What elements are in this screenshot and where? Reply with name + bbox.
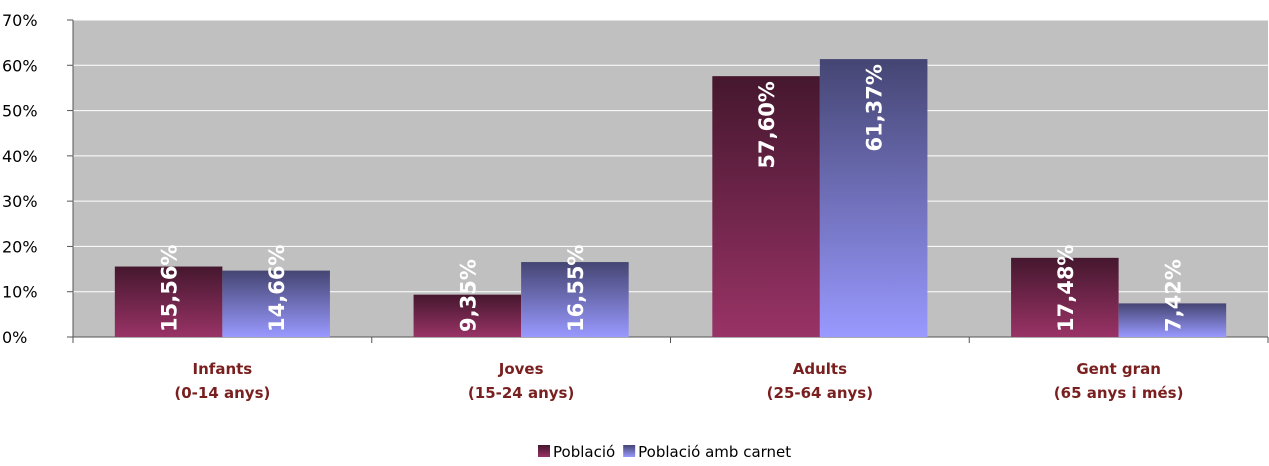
value-label: 16,55% xyxy=(564,245,588,332)
bar xyxy=(1118,303,1227,337)
y-tick-label: 50% xyxy=(2,102,38,121)
x-tick-label: (15-24 anys) xyxy=(468,384,574,402)
y-tick-label: 60% xyxy=(2,56,38,75)
value-label: 15,56% xyxy=(158,245,182,332)
y-tick-label: 30% xyxy=(2,192,38,211)
legend-swatch xyxy=(623,445,636,457)
x-tick-label: (25-64 anys) xyxy=(767,384,873,402)
bar xyxy=(114,266,223,337)
y-tick-label: 20% xyxy=(2,237,38,256)
x-tick-label: Adults xyxy=(793,360,847,378)
value-label: 61,37% xyxy=(863,64,887,151)
x-tick-label: Joves xyxy=(498,360,544,378)
bar xyxy=(712,76,820,337)
y-tick-label: 0% xyxy=(2,328,27,347)
value-label: 57,60% xyxy=(755,81,779,168)
y-tick-label: 70% xyxy=(2,11,38,30)
x-tick-label: (65 anys i més) xyxy=(1054,384,1184,402)
value-label: 9,35% xyxy=(456,259,480,332)
legend-swatch xyxy=(538,445,550,457)
y-tick-label: 10% xyxy=(2,283,38,302)
value-label: 14,66% xyxy=(265,245,289,332)
bar xyxy=(819,59,928,337)
value-label: 17,48% xyxy=(1054,245,1078,332)
legend-label: Població amb carnet xyxy=(638,443,791,461)
value-label: 7,42% xyxy=(1161,259,1185,332)
bar xyxy=(222,270,330,337)
legend-label: Població xyxy=(553,443,615,461)
bar xyxy=(1011,257,1119,337)
bar xyxy=(413,294,522,337)
x-tick-label: (0-14 anys) xyxy=(174,384,270,402)
bar xyxy=(521,262,629,337)
x-tick-label: Gent gran xyxy=(1076,360,1161,378)
x-tick-label: Infants xyxy=(193,360,253,378)
y-tick-label: 40% xyxy=(2,147,38,166)
